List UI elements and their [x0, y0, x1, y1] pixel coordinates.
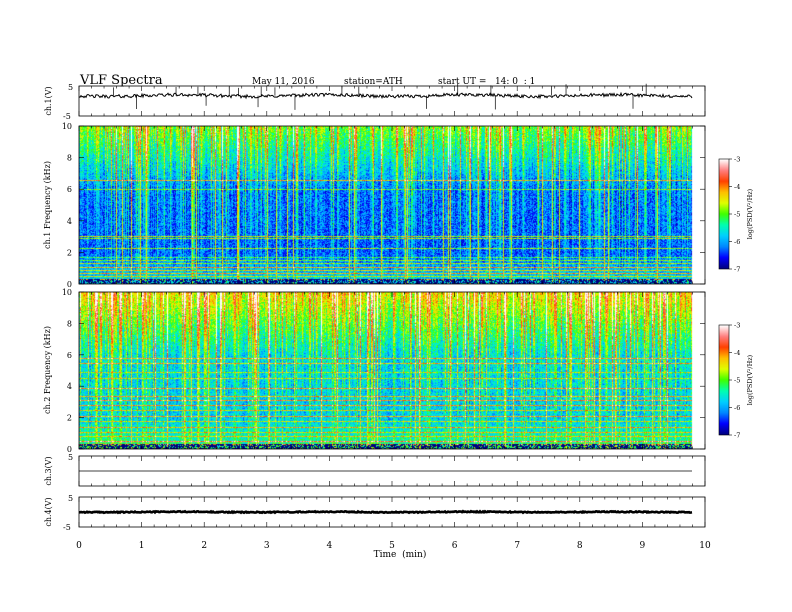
time-axis-tick-label: 8 [577, 541, 583, 551]
ch3-waveform-panel: 5 ch.3(V) [44, 453, 706, 487]
colorbar-tick-label: -7 [734, 432, 740, 440]
ch2-colorbar-label: log(PSD(V²/Hz) [746, 354, 754, 405]
start-time-label: start UT = 14: 0 : 1 [438, 77, 535, 87]
time-axis-tick-label: 0 [76, 541, 82, 551]
ch4-waveform-y-label: ch.4(V) [44, 497, 53, 526]
time-axis-tick-label: 3 [264, 541, 270, 551]
colorbar-tick-label: -4 [734, 183, 740, 191]
waveform-line [78, 91, 693, 100]
ch1-spectrogram-y-label: ch.1 Frequency (kHz) [43, 161, 52, 249]
colorbar-tick-label: -5 [734, 377, 740, 385]
time-axis-tick-label: 5 [389, 541, 395, 551]
date-label: May 11, 2016 [252, 77, 315, 87]
ch3-waveform-x-ticks [78, 456, 706, 486]
ch2-spectrogram-x-ticks [78, 292, 706, 449]
ch1-spectrogram-y-ticks: 0 2 4 6 8 10 [62, 122, 705, 289]
time-axis-tick-label: 10 [699, 541, 711, 551]
waveform-line [78, 509, 693, 515]
colorbar-tick-label: -5 [734, 211, 740, 219]
time-axis-tick-labels: 0 1 2 3 4 5 6 7 8 9 10 [76, 541, 711, 551]
ch2-spectrogram-y-ticks: 0 2 4 6 8 10 [62, 288, 705, 454]
time-axis-label: Time (min) [374, 549, 427, 560]
ch3-waveform-y-label: ch.3(V) [44, 456, 53, 485]
colorbar-tick-label: -6 [734, 238, 740, 246]
ch2-spectrogram-y-label: ch.2 Frequency (kHz) [43, 326, 52, 414]
colorbar-tick-label: -4 [734, 349, 740, 357]
colorbar-tick-label: -6 [734, 404, 740, 412]
ch1-waveform-panel: 5 -5 ch.1(V) [44, 83, 706, 121]
ch1-waveform-y-tick-bottom: -5 [63, 112, 71, 121]
ch2-colorbar-ticks: -3 -4 -5 -6 -7 [729, 322, 740, 440]
ch1-colorbar [719, 159, 729, 269]
y-tick-label: 6 [67, 185, 72, 194]
time-axis-tick-label: 9 [640, 541, 646, 551]
y-tick-label: 0 [67, 445, 72, 454]
y-tick-label: 4 [67, 382, 72, 391]
y-tick-label: 2 [67, 414, 72, 423]
ch4-waveform-trace [78, 509, 693, 515]
colorbar-tick-label: -3 [734, 322, 740, 330]
y-tick-label: 4 [67, 217, 72, 226]
ch2-spectrogram-image [79, 292, 705, 449]
ch1-waveform-trace [78, 83, 693, 110]
ch1-waveform-y-tick-top: 5 [68, 83, 73, 92]
y-tick-label: 10 [62, 288, 72, 297]
colorbar-tick-label: -7 [734, 266, 740, 274]
ch1-spectrogram-image [79, 126, 705, 284]
y-tick-label: 8 [67, 319, 72, 328]
time-axis-tick-label: 6 [452, 541, 458, 551]
ch4-waveform-x-ticks [78, 497, 706, 527]
ch1-colorbar-ticks: -3 -4 -5 -6 -7 [729, 156, 740, 274]
ch1-spectrogram-x-ticks [78, 126, 706, 284]
y-tick-label: 8 [67, 154, 72, 163]
time-axis-tick-label: 2 [201, 541, 207, 551]
ch2-colorbar [719, 325, 729, 435]
figure-title: VLF Spectra [79, 73, 163, 88]
time-axis-tick-label: 7 [514, 541, 520, 551]
y-tick-label: 0 [67, 280, 72, 289]
station-label: station=ATH [344, 77, 403, 87]
y-tick-label: 10 [62, 122, 72, 131]
y-tick-label: 2 [67, 248, 72, 257]
ch4-waveform-y-tick-top: 5 [68, 494, 73, 503]
ch1-colorbar-label: log(PSD(V²/Hz) [746, 188, 754, 239]
ch1-waveform-y-label: ch.1(V) [44, 86, 53, 115]
ch4-waveform-panel: 5 -5 ch.4(V) [44, 494, 706, 532]
time-axis-tick-label: 1 [139, 541, 145, 551]
ch4-waveform-y-tick-bottom: -5 [63, 523, 71, 532]
colorbar-tick-label: -3 [734, 156, 740, 164]
ch3-waveform-y-tick-top: 5 [68, 453, 73, 462]
y-tick-label: 6 [67, 351, 72, 360]
time-axis-tick-label: 4 [327, 541, 333, 551]
ch1-waveform-x-ticks [78, 86, 706, 116]
